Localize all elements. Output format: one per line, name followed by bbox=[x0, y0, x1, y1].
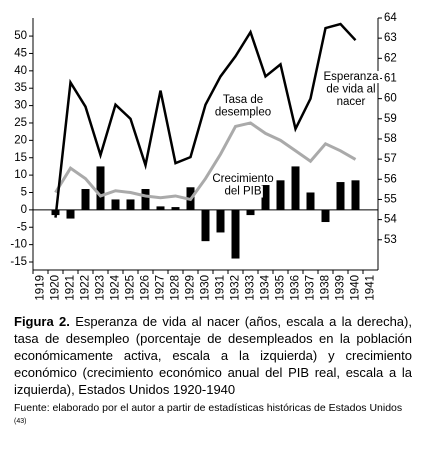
x-tick-label: 1935 bbox=[275, 275, 287, 301]
annotation: de vida al bbox=[326, 84, 375, 96]
x-tick-label: 1932 bbox=[230, 275, 242, 301]
x-tick-label: 1929 bbox=[185, 275, 197, 301]
y-tick-label: 10 bbox=[14, 169, 27, 181]
x-tick-label: 1921 bbox=[65, 275, 77, 301]
annotation-bg bbox=[223, 185, 263, 198]
y-tick-label: 30 bbox=[14, 100, 27, 112]
x-tick-label: 1939 bbox=[335, 275, 347, 301]
y2-tick-label: 59 bbox=[384, 113, 397, 125]
bar bbox=[66, 209, 75, 219]
y2-tick-label: 56 bbox=[384, 173, 397, 185]
x-tick-label: 1937 bbox=[305, 275, 317, 301]
y-tick-label: -15 bbox=[10, 256, 27, 268]
bar bbox=[231, 209, 240, 259]
bar bbox=[171, 207, 180, 210]
x-tick-label: 1934 bbox=[260, 274, 272, 300]
caption-text: Esperanza de vida al nacer (años, escala… bbox=[14, 314, 412, 397]
x-tick-label: 1933 bbox=[245, 275, 257, 301]
y2-tick-label: 63 bbox=[384, 32, 397, 44]
x-tick-label: 1930 bbox=[200, 275, 212, 301]
annotation: Esperanza bbox=[324, 71, 380, 83]
y-tick-label: -10 bbox=[10, 239, 27, 251]
bar bbox=[246, 209, 255, 216]
annotation-bg bbox=[211, 173, 275, 186]
x-tick-label: 1925 bbox=[125, 275, 137, 301]
bar bbox=[156, 206, 165, 210]
caption: Figura 2. Esperanza de vida al nacer (añ… bbox=[14, 313, 412, 398]
y2-tick-label: 55 bbox=[384, 193, 397, 205]
line bbox=[54, 22, 357, 218]
x-tick-label: 1920 bbox=[50, 275, 62, 301]
x-tick-label: 1938 bbox=[320, 275, 332, 301]
x-tick-label: 1941 bbox=[365, 275, 377, 301]
bar bbox=[126, 199, 135, 210]
x-tick-label: 1936 bbox=[290, 275, 302, 301]
bar bbox=[351, 180, 360, 210]
annotation: nacer bbox=[337, 96, 366, 108]
x-tick-label: 1931 bbox=[215, 275, 227, 301]
x-tick-label: 1928 bbox=[170, 275, 182, 301]
caption-label: Figura 2. bbox=[14, 314, 70, 329]
x-tick-label: 1924 bbox=[110, 274, 122, 300]
bar bbox=[291, 166, 300, 210]
x-tick-label: 1919 bbox=[35, 275, 47, 301]
y2-tick-label: 62 bbox=[384, 52, 397, 64]
annotation: desempleo bbox=[215, 107, 271, 119]
y-tick-label: 0 bbox=[21, 204, 27, 216]
y-tick-label: 25 bbox=[14, 117, 27, 129]
y-tick-label: 15 bbox=[14, 152, 27, 164]
annotation: Crecimiento bbox=[212, 173, 273, 185]
x-tick-label: 1927 bbox=[155, 275, 167, 301]
line bbox=[54, 121, 357, 202]
x-tick-label: 1923 bbox=[95, 275, 107, 301]
x-tick-label: 1940 bbox=[350, 275, 362, 301]
y2-tick-label: 64 bbox=[384, 12, 397, 24]
source-ref: (43) bbox=[14, 418, 27, 425]
y2-tick-label: 53 bbox=[384, 234, 397, 246]
annotation-bg bbox=[325, 83, 377, 96]
annotation: Tasa de bbox=[223, 94, 263, 106]
bar bbox=[96, 166, 105, 210]
bar bbox=[306, 192, 315, 210]
bar bbox=[261, 173, 270, 210]
annotation-bg bbox=[335, 96, 367, 109]
source: Fuente: elaborado por el autor a partir … bbox=[14, 401, 412, 432]
annotation: del PIB bbox=[224, 186, 261, 198]
bar bbox=[141, 189, 150, 210]
chart: -15 -10 -5 0 5 10 15 20 25 30 35 40 45 50 53 54 55 56 57 58… bbox=[10, 12, 397, 301]
source-text: Fuente: elaborado por el autor a partir … bbox=[14, 402, 403, 414]
annotation-bg bbox=[322, 71, 381, 84]
y-tick-label: 5 bbox=[21, 187, 27, 199]
annotation-bg bbox=[213, 106, 273, 119]
y2-tick-label: 60 bbox=[384, 93, 397, 105]
bar bbox=[81, 189, 90, 210]
y-tick-label: 50 bbox=[14, 30, 27, 42]
bar bbox=[201, 209, 210, 242]
bar bbox=[276, 180, 285, 210]
x-tick-label: 1926 bbox=[140, 275, 152, 301]
y2-tick-label: 58 bbox=[384, 133, 397, 145]
y2-tick-label: 61 bbox=[384, 73, 397, 85]
bar bbox=[336, 182, 345, 210]
y2-tick-label: 54 bbox=[384, 214, 397, 226]
y2-tick-label: 57 bbox=[384, 153, 397, 165]
bar bbox=[321, 209, 330, 223]
y-tick-label: 20 bbox=[14, 134, 27, 146]
y-tick-label: 40 bbox=[14, 65, 27, 77]
y-tick-label: -5 bbox=[17, 221, 27, 233]
bar bbox=[216, 209, 225, 233]
x-tick-label: 1922 bbox=[80, 275, 92, 301]
y-tick-label: 45 bbox=[14, 47, 27, 59]
y-tick-label: 35 bbox=[14, 82, 27, 94]
annotation-bg bbox=[221, 94, 265, 107]
bar bbox=[111, 199, 120, 210]
